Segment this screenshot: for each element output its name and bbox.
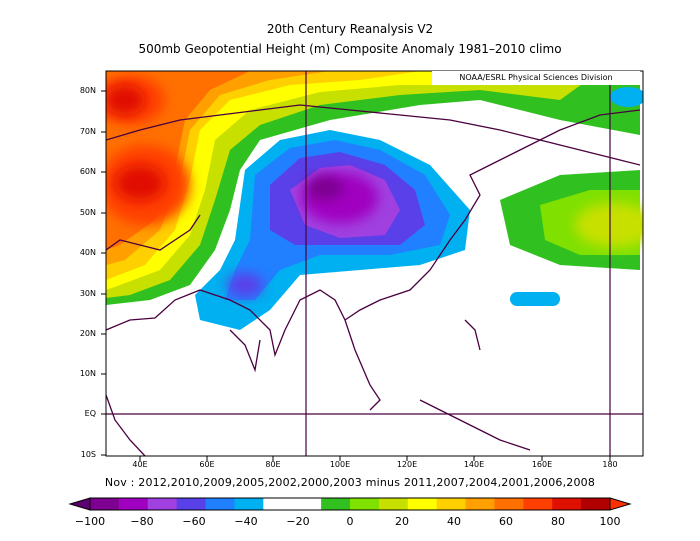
- colorbar-tick-label: 20: [395, 515, 409, 528]
- title-line-2: 500mb Geopotential Height (m) Composite …: [138, 42, 562, 56]
- colorbar-tick-label: 0: [346, 515, 354, 528]
- colorbar-swatch: [378, 498, 409, 510]
- lon-label: 40E: [132, 460, 148, 469]
- lat-label: 20N: [79, 329, 96, 338]
- colorbar-swatch: [234, 498, 264, 510]
- lat-label: EQ: [84, 409, 96, 418]
- colorbar-swatch: [407, 498, 438, 510]
- lat-label: 80N: [79, 86, 96, 95]
- colorbar-swatch: [350, 498, 380, 510]
- colorbar-swatch: [494, 498, 524, 510]
- colorbar-swatch: [436, 498, 467, 510]
- lon-label: 180: [602, 460, 618, 469]
- colorbar-high-arrow: [609, 497, 632, 511]
- colorbar-tick-label: 60: [499, 515, 513, 528]
- lat-label: 60N: [79, 167, 96, 176]
- coastlines: [106, 104, 641, 456]
- lat-label: 70N: [79, 127, 96, 136]
- colorbar-swatch: [263, 498, 293, 510]
- anomaly-field: [106, 71, 643, 456]
- lat-label: 10N: [79, 369, 96, 378]
- colorbar-swatch: [176, 498, 207, 510]
- colorbar-swatch: [523, 498, 553, 510]
- colorbar-swatch: [205, 498, 235, 510]
- colorbar-swatch: [90, 498, 120, 510]
- composite-years-subtitle: Nov : 2012,2010,2009,2005,2002,2000,2003…: [104, 476, 596, 489]
- colorbar-tick-label: −20: [286, 515, 310, 528]
- lon-label: 60E: [199, 460, 215, 469]
- colorbar-low-arrow: [68, 497, 91, 511]
- lon-label: 140E: [463, 460, 485, 469]
- colorbar-swatch: [581, 498, 611, 510]
- title-line-1: 20th Century Reanalysis V2: [266, 22, 434, 36]
- map-frame: [105, 70, 644, 457]
- colorbar: [68, 497, 632, 511]
- colorbar-tick-label: −100: [74, 515, 106, 528]
- lat-label: 30N: [79, 289, 96, 298]
- colorbar-swatch: [118, 498, 149, 510]
- colorbar-swatch: [147, 498, 178, 510]
- lon-label: 120E: [396, 460, 418, 469]
- colorbar-tick-label: −40: [234, 515, 258, 528]
- colorbar-swatch: [292, 498, 322, 510]
- colorbar-tick-label: 80: [551, 515, 565, 528]
- credit-label: NOAA/ESRL Physical Sciences Division: [432, 71, 640, 85]
- lat-label: 40N: [79, 248, 96, 257]
- colorbar-swatch: [465, 498, 495, 510]
- colorbar-swatch: [321, 498, 351, 510]
- tick-marks: [101, 90, 611, 461]
- lat-label: 10S: [80, 450, 96, 459]
- lon-label: 80E: [265, 460, 281, 469]
- lon-label: 160E: [531, 460, 553, 469]
- colorbar-tick-label: −60: [182, 515, 206, 528]
- grid-lines: [106, 71, 643, 456]
- colorbar-tick-label: 100: [599, 515, 621, 528]
- lat-label: 50N: [79, 208, 96, 217]
- colorbar-tick-label: −80: [130, 515, 154, 528]
- lon-label: 100E: [329, 460, 351, 469]
- colorbar-swatch: [552, 498, 582, 510]
- colorbar-tick-label: 40: [447, 515, 461, 528]
